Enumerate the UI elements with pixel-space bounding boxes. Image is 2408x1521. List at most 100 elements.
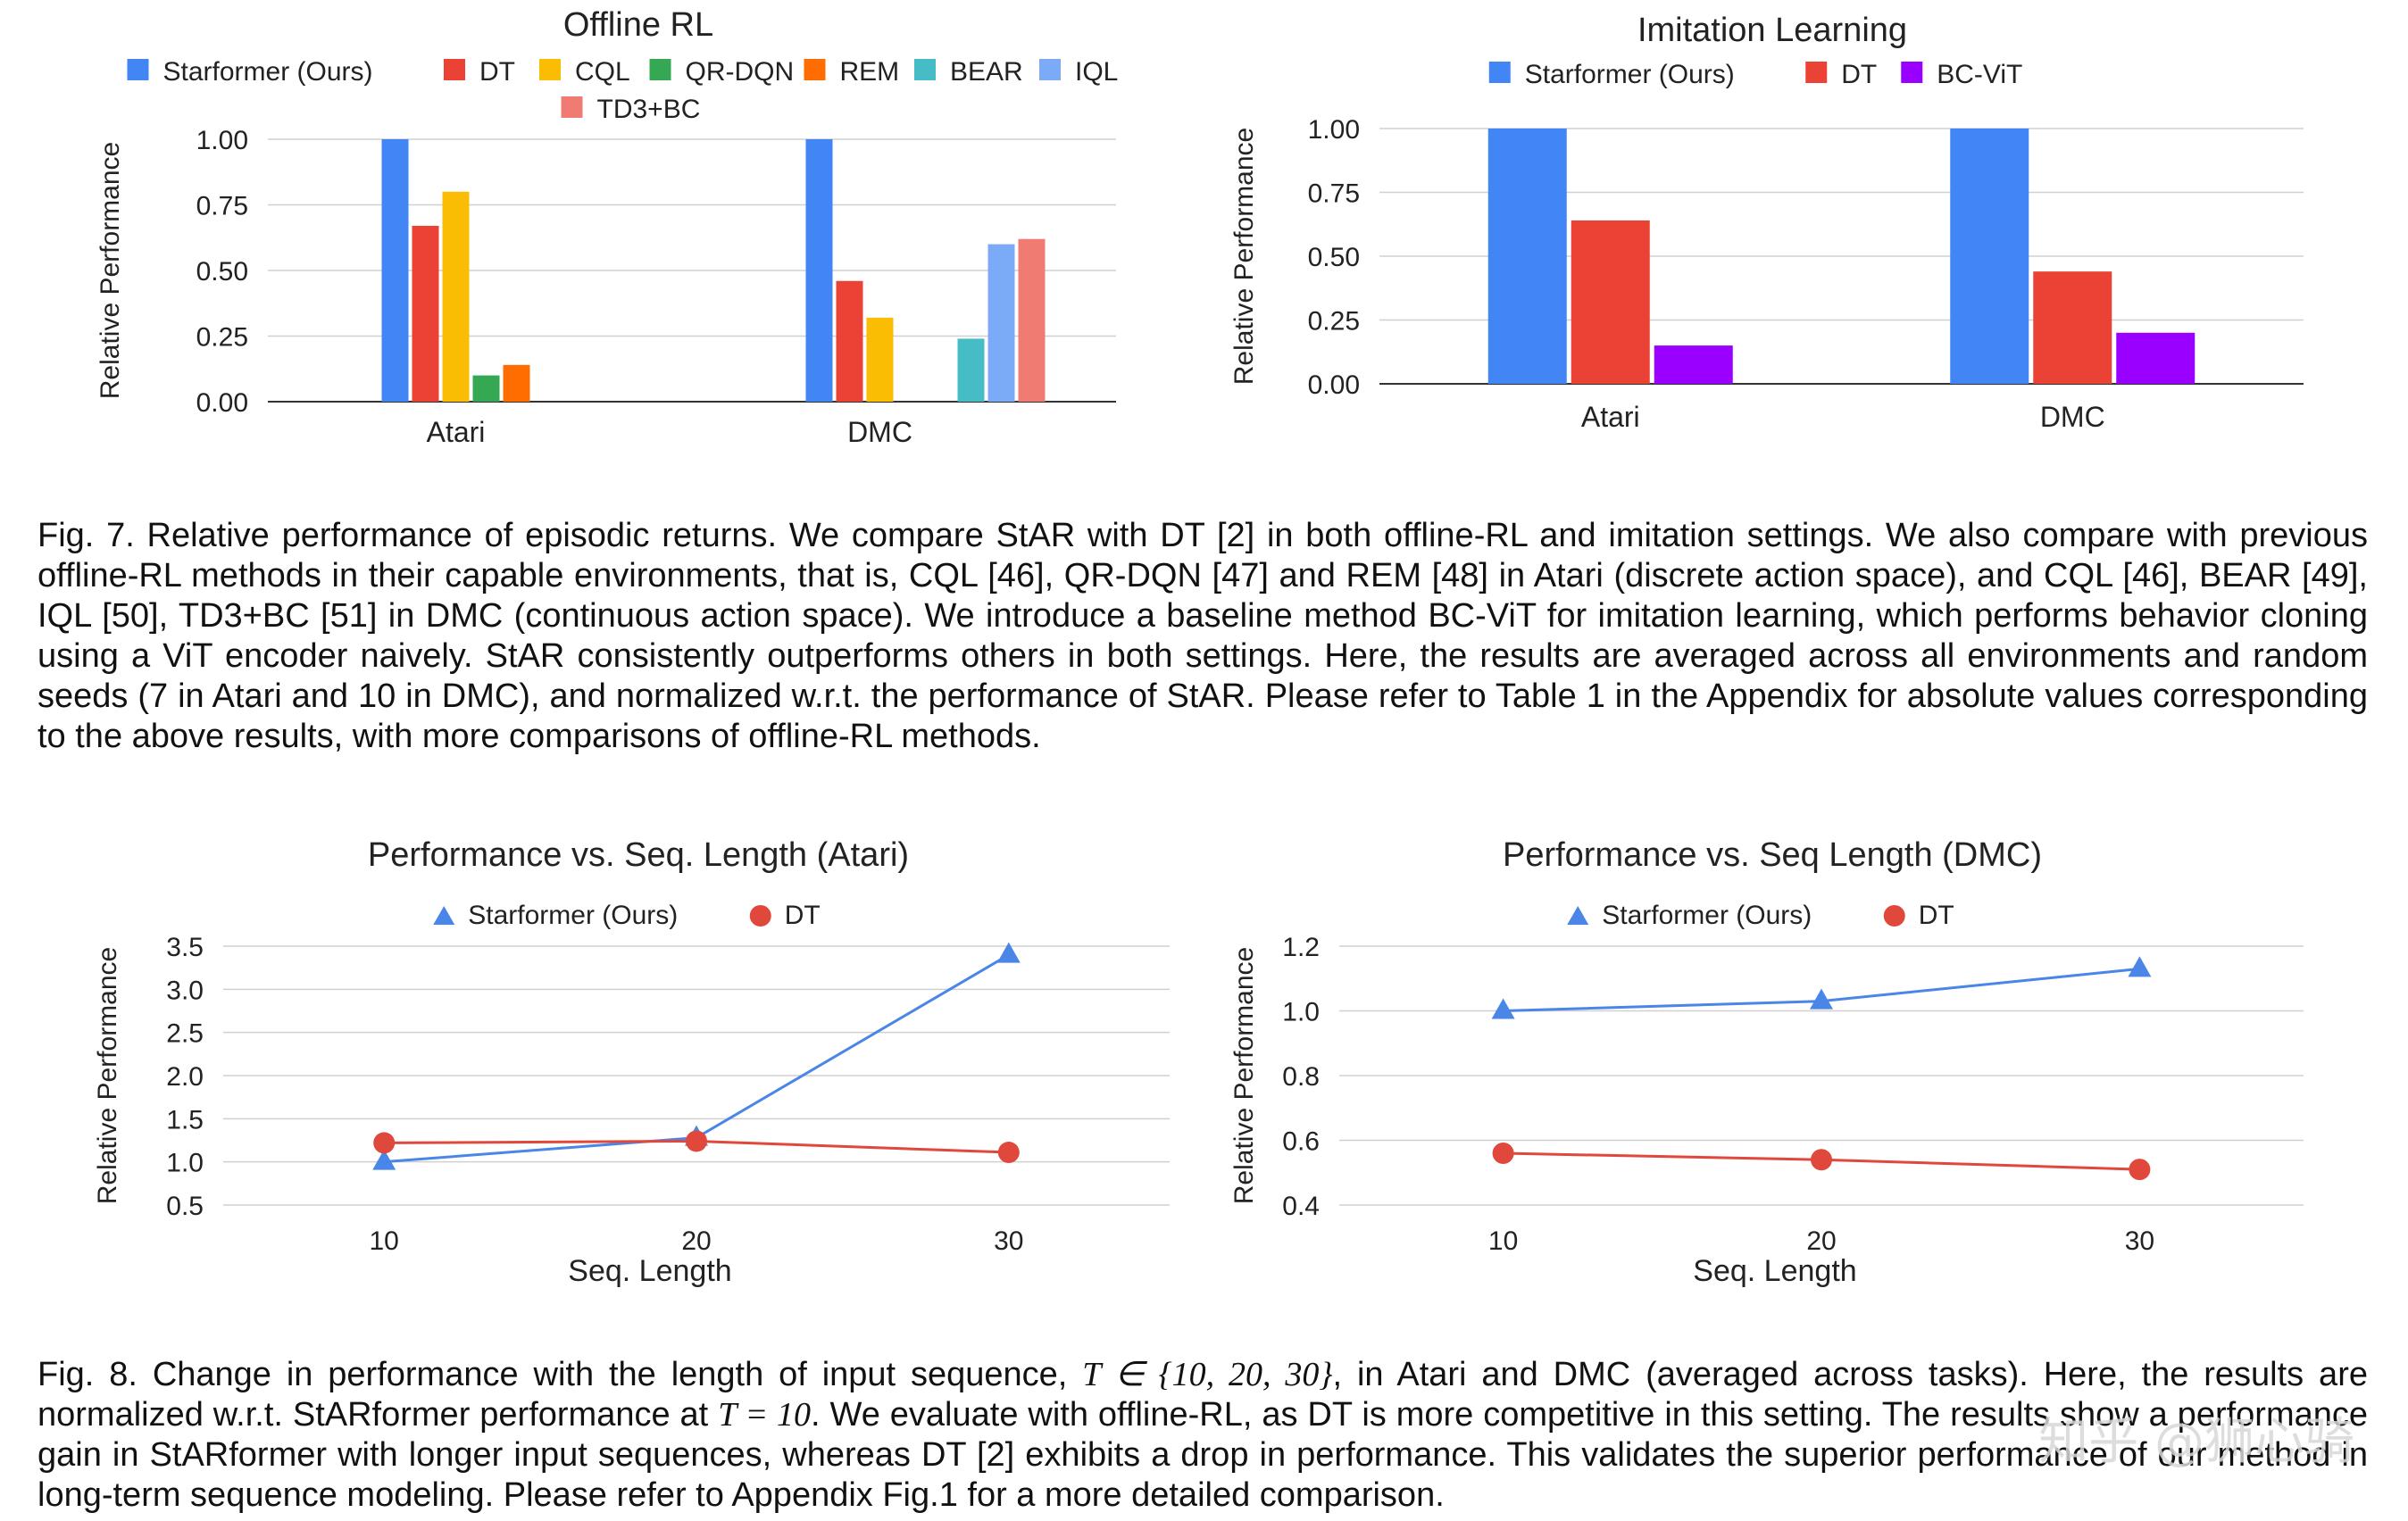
seq-atari-chart: Performance vs. Seq. Length (Atari) 0.5 1.… [0,826,1205,1308]
bar [1571,220,1650,384]
offline-rl-chart: Offline RL 0.00 0.25 0.50 0.75 1.00 Relative P… [0,0,1187,464]
legend-label: Starformer (Ours) [163,57,373,87]
data-point-triangle [1491,998,1515,1019]
chart-title: Imitation Learning [1637,12,1907,49]
imitation-learning-svg: Imitation Learning 0.00 0.25 0.50 0.75 1.00 Re… [1229,12,2304,433]
y-axis-label: Relative Performance [1229,947,1259,1204]
legend-swatch [561,96,583,118]
y-tick-label: 1.5 [166,1105,204,1135]
bar [805,139,833,402]
legend-label: IQL [1075,57,1118,87]
x-tick-label: 30 [2125,1226,2154,1256]
y-tick-label: 1.00 [196,126,248,155]
y-tick-label: 1.0 [1282,998,1320,1027]
bar [836,280,863,402]
fig8-caption-math-1: T ∈ {10, 20, 30} [1082,1356,1333,1393]
legend-swatch [444,59,465,80]
fig8-caption: Fig. 8. Change in performance with the l… [37,1355,2368,1516]
bar [2116,332,2196,384]
x-category-label: DMC [2040,401,2105,433]
legend-label: Starformer (Ours) [468,901,678,930]
legend-swatch [539,59,561,80]
x-category-label: Atari [1581,401,1640,433]
x-tick-label: 30 [994,1226,1023,1256]
y-axis-label: Relative Performance [93,947,122,1204]
fig8-caption-part-a: Fig. 8. Change in performance with the l… [37,1356,1083,1393]
legend-swatch-triangle [433,906,455,925]
legend-swatch [127,59,149,80]
legend-swatch [804,59,826,80]
chart-title: Performance vs. Seq Length (DMC) [1503,836,2042,874]
legend-label: Starformer (Ours) [1602,901,1812,930]
legend-swatch [914,59,936,80]
legend-label: TD3+BC [597,95,701,124]
y-tick-label: 0.50 [1308,243,1360,272]
data-point-triangle [1810,988,1833,1010]
y-tick-label: 0.00 [196,388,248,418]
legend-label: DT [1919,901,1954,930]
legend-swatch [1488,62,1511,83]
legend-swatch [1901,62,1923,83]
chart-title: Offline RL [563,6,713,44]
x-category-label: Atari [427,416,486,448]
bar [987,244,1015,402]
y-tick-label: 2.0 [166,1062,204,1092]
seq-atari-svg: Performance vs. Seq. Length (Atari) 0.5 1.… [93,836,1170,1288]
x-axis-label: Seq. Length [568,1254,731,1288]
bar [503,364,530,402]
x-tick-label: 10 [370,1226,399,1256]
fig8-caption-part-c: . We evaluate with offline-RL, as DT is … [37,1396,2369,1514]
legend-swatch [1039,59,1061,80]
legend-swatch-circle [1883,905,1905,927]
seq-dmc-svg: Performance vs. Seq Length (DMC) 0.4 0.6 0.… [1229,836,2304,1288]
x-tick-label: 20 [1806,1226,1836,1256]
watermark-text: 知乎 @狮心骑 [2038,1413,2354,1471]
bar [412,226,439,402]
data-point-triangle [2128,956,2152,977]
y-tick-label: 2.5 [166,1019,204,1049]
y-tick-label: 0.25 [196,323,248,353]
y-tick-label: 0.25 [1308,307,1360,337]
bar [2033,271,2112,384]
chart-title: Performance vs. Seq. Length (Atari) [368,836,909,874]
y-tick-label: 3.5 [166,933,204,962]
y-tick-label: 0.75 [196,192,248,221]
y-tick-label: 0.00 [1308,370,1360,400]
data-point-triangle [996,942,1021,963]
legend-label: CQL [575,57,630,87]
offline-rl-svg: Offline RL 0.00 0.25 0.50 0.75 1.00 Relative P… [96,6,1118,448]
y-tick-label: 3.0 [166,976,204,1005]
data-point-circle [2129,1159,2151,1181]
legend-swatch [1805,62,1828,83]
y-tick-label: 0.6 [1282,1127,1320,1157]
x-tick-label: 10 [1488,1226,1518,1256]
bar [381,139,409,402]
y-tick-label: 0.4 [1282,1192,1320,1221]
y-tick-label: 0.75 [1308,179,1360,209]
legend-label: DT [479,57,515,87]
fig8-caption-math-2: T = 10 [718,1396,812,1434]
data-point-circle [1492,1143,1514,1164]
x-tick-label: 20 [681,1226,711,1256]
data-point-circle [686,1130,707,1152]
y-axis-label: Relative Performance [1229,128,1259,385]
y-axis-label: Relative Performance [96,142,125,399]
bar [1654,345,1733,384]
seq-dmc-chart: Performance vs. Seq Length (DMC) 0.4 0.6 0.… [1205,826,2408,1308]
fig8-caption-part-b: , in Atari and DMC (averaged across task… [37,1356,2368,1434]
x-category-label: DMC [847,416,912,448]
bar [866,317,894,402]
bar [472,375,500,402]
data-point-circle [373,1132,396,1154]
legend-swatch-circle [749,905,771,927]
y-tick-label: 0.8 [1282,1062,1320,1092]
data-point-circle [1811,1149,1832,1171]
bar [1018,238,1046,402]
legend-label: BC-ViT [1937,60,2022,89]
legend-label: DT [785,901,821,930]
x-axis-label: Seq. Length [1693,1254,1856,1288]
legend-swatch [649,59,671,80]
legend-label: REM [840,57,900,87]
imitation-learning-chart: Imitation Learning 0.00 0.25 0.50 0.75 1.00 Re… [1205,0,2408,464]
y-tick-label: 1.0 [166,1149,204,1178]
